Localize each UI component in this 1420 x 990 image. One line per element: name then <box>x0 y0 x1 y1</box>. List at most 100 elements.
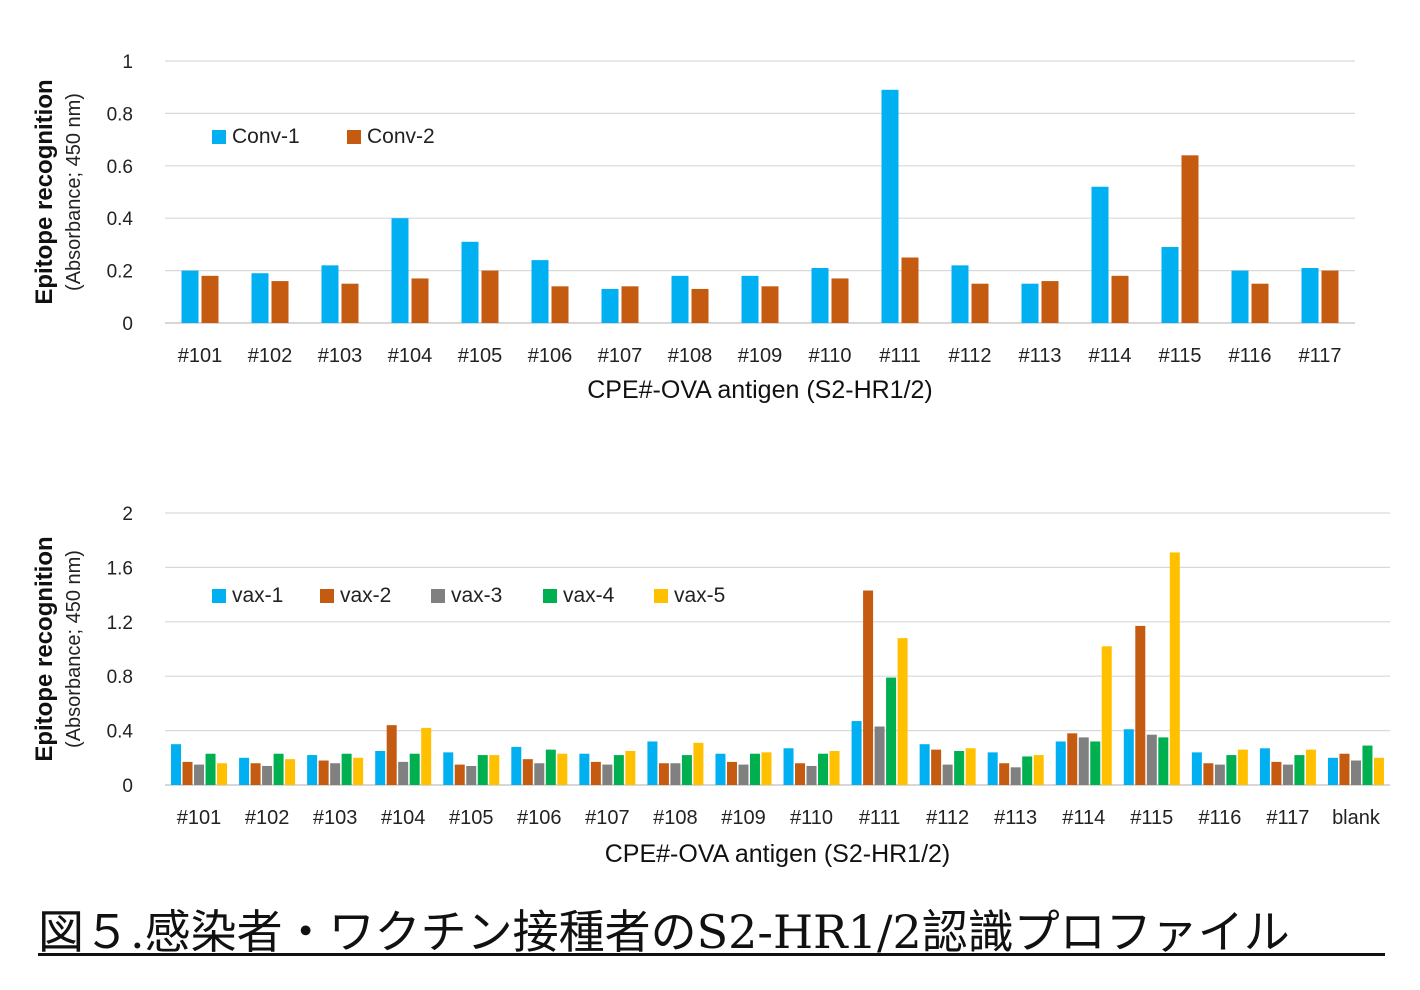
legend-label-vax-2: vax-2 <box>340 584 391 607</box>
bar-Conv-1-#112 <box>951 265 969 323</box>
bar-vax-4-#116 <box>1226 755 1237 785</box>
bar-vax-1-#115 <box>1123 729 1134 785</box>
x-category-label: #114 <box>1088 345 1131 367</box>
bar-vax-5-#105 <box>489 755 500 785</box>
bar-vax-5-#113 <box>1033 755 1044 785</box>
bar-vax-5-blank <box>1373 757 1384 785</box>
x-category-label: blank <box>1332 807 1381 829</box>
bar-vax-5-#112 <box>965 748 976 785</box>
x-category-label: #111 <box>879 345 921 367</box>
bar-Conv-1-#113 <box>1021 283 1039 323</box>
bar-vax-4-#117 <box>1294 755 1305 785</box>
x-category-label: #112 <box>948 345 991 367</box>
bar-vax-1-#105 <box>443 752 454 785</box>
bar-vax-2-#117 <box>1271 761 1282 785</box>
y-axis-sublabel: (Absorbance; 450 nm) <box>63 550 85 748</box>
bar-Conv-2-#117 <box>1321 270 1339 323</box>
bar-vax-5-#116 <box>1237 749 1248 785</box>
y-tick-label: 2 <box>122 504 133 525</box>
bar-vax-2-#105 <box>454 764 465 785</box>
y-tick-label: 0.4 <box>107 722 134 743</box>
bar-vax-4-#104 <box>409 753 420 785</box>
bar-vax-5-#102 <box>285 759 296 785</box>
y-tick-label: 0.8 <box>107 104 133 125</box>
x-category-label: #105 <box>449 807 494 829</box>
bar-vax-3-#107 <box>602 764 613 785</box>
legend-swatch-vax-1 <box>212 589 226 603</box>
legend-label-vax-5: vax-5 <box>674 584 725 607</box>
bar-vax-2-#110 <box>795 763 806 785</box>
x-category-label: #115 <box>1130 807 1173 829</box>
x-category-label: #113 <box>994 807 1037 829</box>
bar-vax-4-#103 <box>341 753 352 785</box>
bar-Conv-1-#101 <box>181 270 199 323</box>
bar-vax-4-#115 <box>1158 737 1169 785</box>
bar-vax-4-#113 <box>1022 756 1033 785</box>
bar-Conv-1-#110 <box>811 267 829 323</box>
bar-vax-2-#102 <box>250 763 261 785</box>
y-tick-label: 1.2 <box>107 613 133 634</box>
bar-vax-2-#111 <box>863 590 874 785</box>
bar-vax-3-#114 <box>1078 737 1089 785</box>
bar-vax-4-#105 <box>477 755 488 785</box>
bar-Conv-1-#114 <box>1091 186 1109 323</box>
bar-vax-1-#113 <box>987 752 998 785</box>
bar-vax-4-#114 <box>1090 741 1101 785</box>
bar-vax-2-#115 <box>1135 625 1146 785</box>
y-tick-label: 0.6 <box>107 157 133 178</box>
bar-vax-1-#107 <box>579 753 590 785</box>
bar-vax-1-blank <box>1327 757 1338 785</box>
bar-vax-2-#104 <box>386 725 397 785</box>
bar-vax-2-#106 <box>522 759 533 785</box>
bar-vax-5-#111 <box>897 638 908 785</box>
bar-vax-5-#108 <box>693 742 704 785</box>
bar-Conv-2-#108 <box>691 288 709 323</box>
bar-vax-5-#101 <box>217 763 228 785</box>
legend-swatch-vax-4 <box>543 589 557 603</box>
x-category-label: #105 <box>458 345 503 367</box>
x-category-label: #108 <box>653 807 698 829</box>
bar-Conv-1-#106 <box>531 260 549 323</box>
bar-Conv-2-#104 <box>411 278 429 323</box>
bar-vax-3-#101 <box>194 764 205 785</box>
y-tick-label: 0.8 <box>107 667 133 688</box>
bar-vax-1-#117 <box>1259 748 1270 785</box>
bar-vax-3-#116 <box>1214 764 1225 785</box>
bar-Conv-1-#103 <box>321 265 339 323</box>
bar-vax-5-#104 <box>421 727 432 785</box>
bar-vax-1-#101 <box>171 744 182 785</box>
bar-vax-3-#103 <box>330 763 341 785</box>
bar-vax-2-#116 <box>1203 763 1214 785</box>
x-category-label: #114 <box>1062 807 1105 829</box>
legend-label-vax-3: vax-3 <box>451 584 502 607</box>
bar-vax-4-blank <box>1362 745 1373 785</box>
bar-Conv-1-#117 <box>1301 267 1319 323</box>
bar-Conv-1-#108 <box>671 275 689 323</box>
x-category-label: #104 <box>388 345 433 367</box>
x-category-label: #107 <box>598 345 643 367</box>
x-category-label: #116 <box>1198 807 1241 829</box>
bar-vax-4-#102 <box>273 753 284 785</box>
x-category-label: #101 <box>177 807 222 829</box>
bar-vax-1-#104 <box>375 751 386 785</box>
x-category-label: #117 <box>1298 345 1341 367</box>
bar-vax-5-#115 <box>1169 552 1180 785</box>
x-category-label: #116 <box>1228 345 1271 367</box>
bar-Conv-2-#111 <box>901 257 919 323</box>
bar-vax-3-#104 <box>398 761 409 785</box>
bar-vax-3-#106 <box>534 763 545 785</box>
x-category-label: #109 <box>738 345 783 367</box>
bar-vax-1-#108 <box>647 741 658 785</box>
x-category-label: #110 <box>790 807 833 829</box>
bar-Conv-2-#112 <box>971 283 989 323</box>
x-axis-label: CPE#-OVA antigen (S2-HR1/2) <box>605 840 951 868</box>
y-axis-sublabel: (Absorbance; 450 nm) <box>63 93 85 291</box>
caption-underline <box>38 953 1385 956</box>
bar-vax-3-#111 <box>874 726 885 785</box>
x-category-label: #104 <box>381 807 426 829</box>
bar-vax-1-#109 <box>715 753 726 785</box>
bar-vax-3-#102 <box>262 765 273 785</box>
x-category-label: #106 <box>517 807 562 829</box>
bar-vax-5-#117 <box>1305 749 1316 785</box>
x-axis-label: CPE#-OVA antigen (S2-HR1/2) <box>587 376 933 404</box>
